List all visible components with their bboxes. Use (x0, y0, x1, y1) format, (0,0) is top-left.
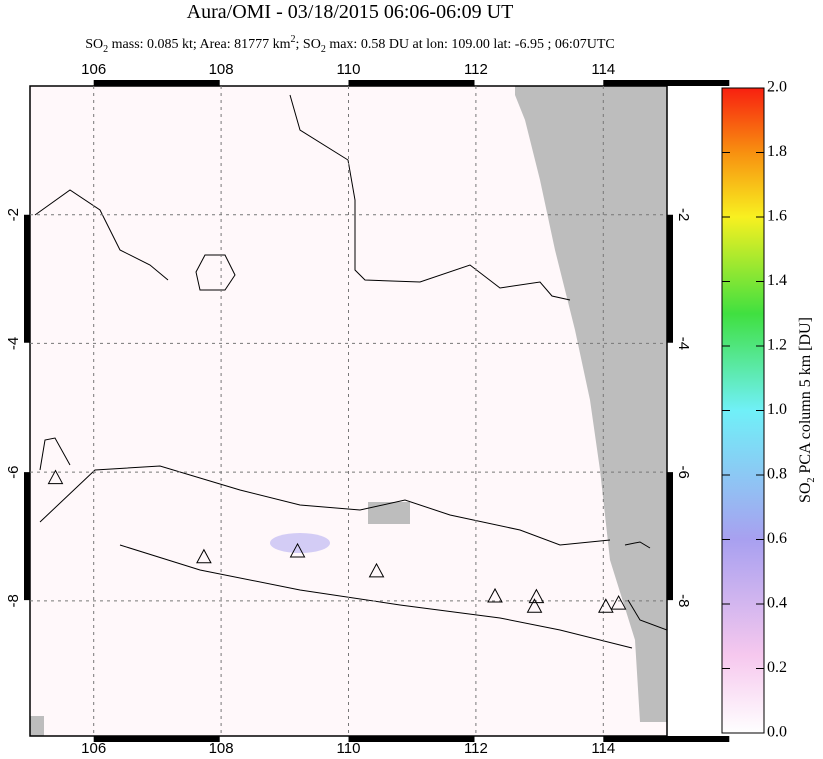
subscript: 2 (806, 478, 817, 483)
colorbar-tick-label: 1.4 (767, 272, 787, 289)
subscript: 2 (103, 44, 108, 55)
colorbar-tick-label: 1.2 (767, 337, 787, 354)
x-tick-label: 106 (81, 740, 106, 757)
volcano-marker (526, 598, 543, 613)
colorbar-tick-label: 0.6 (767, 530, 787, 547)
subscript: 2 (321, 44, 326, 55)
y-tick-label: -4 (5, 337, 22, 350)
colorbar-tick-label: 0.0 (767, 724, 787, 741)
x-tick-label: 112 (464, 61, 488, 78)
y-tick-label: -8 (5, 594, 22, 607)
volcano-marker (289, 542, 306, 558)
volcano-marker (368, 562, 385, 578)
coastline (39, 465, 633, 649)
coastline (289, 94, 571, 301)
text-segment: ; SO (296, 37, 321, 52)
text-segment: SO (797, 483, 814, 503)
no-data-region (30, 716, 44, 736)
subscript: 2 (291, 34, 296, 45)
colorbar-tick-label: 0.4 (767, 595, 787, 612)
x-tick-label: 110 (337, 740, 361, 757)
coastline (624, 541, 667, 631)
x-tick-label: 114 (591, 740, 615, 757)
y-tick-label: -6 (675, 465, 692, 478)
volcano-marker (196, 548, 212, 564)
volcano-marker (598, 598, 614, 613)
x-tick-label: 112 (464, 740, 488, 757)
y-tick-label: -6 (5, 465, 22, 478)
x-tick-label: 110 (337, 61, 361, 78)
colorbar-tick-label: 0.2 (767, 659, 787, 676)
colorbar-tick-label: 0.8 (767, 466, 787, 483)
text-segment: mass: 0.085 kt; Area: 81777 km (108, 37, 290, 52)
colorbar-tick-label: 1.0 (767, 401, 787, 418)
coastline (195, 254, 236, 291)
x-tick-label: 114 (591, 61, 615, 78)
text-segment: SO (85, 37, 103, 52)
so2-patch (270, 533, 330, 553)
chart-title: Aura/OMI - 03/18/2015 06:06-06:09 UT (187, 1, 514, 23)
colorbar-tick-label: 1.6 (767, 208, 787, 225)
text-segment: max: 0.58 DU at lon: 109.00 lat: -6.95 ;… (326, 37, 615, 52)
colorbar-tick-label: 1.8 (767, 143, 787, 160)
x-tick-label: 106 (81, 61, 106, 78)
y-tick-label: -2 (5, 208, 22, 221)
volcano-marker (47, 469, 64, 485)
x-tick-label: 108 (209, 740, 234, 757)
y-tick-label: -2 (675, 208, 692, 221)
y-tick-label: -4 (675, 337, 692, 350)
no-data-region (515, 86, 667, 722)
colorbar-label: SO2 PCA column 5 km [DU] (797, 317, 817, 503)
y-tick-label: -8 (675, 594, 692, 607)
text-segment: PCA column 5 km [DU] (797, 317, 814, 477)
no-data-region (368, 502, 410, 524)
volcano-marker (610, 595, 627, 610)
volcano-marker (487, 587, 503, 603)
chart-subtitle: SO2 mass: 0.085 kt; Area: 81777 km2; SO2… (85, 34, 615, 55)
colorbar-tick-label: 2.0 (767, 79, 787, 96)
x-tick-label: 108 (209, 61, 234, 78)
coastline (34, 189, 169, 471)
